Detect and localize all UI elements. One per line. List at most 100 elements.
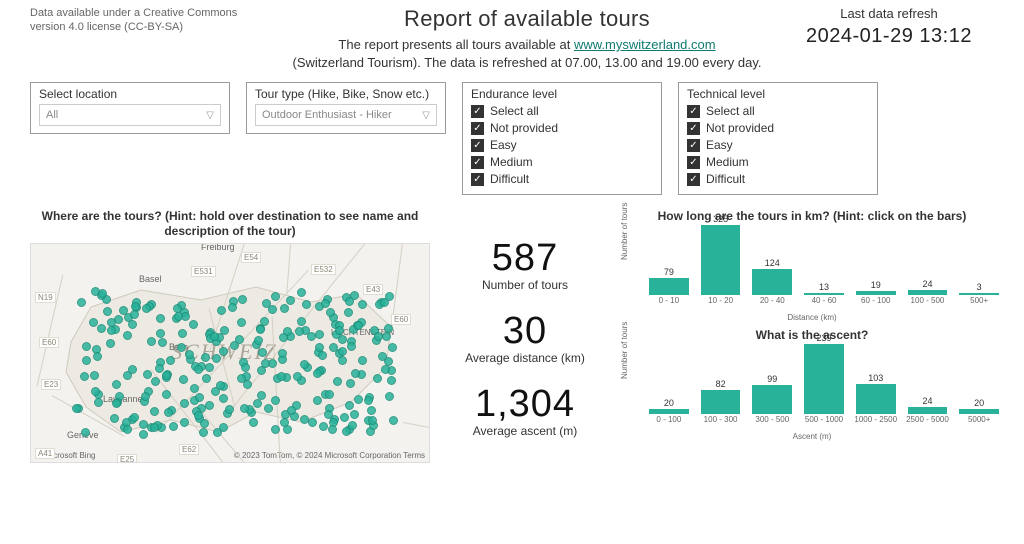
bar[interactable]: 24100 - 500 <box>903 279 953 313</box>
tour-point[interactable] <box>150 423 159 432</box>
tour-point[interactable] <box>195 393 204 402</box>
tour-point[interactable] <box>180 418 189 427</box>
tour-point[interactable] <box>166 356 175 365</box>
checkbox-option[interactable]: ✓Not provided <box>687 121 869 135</box>
tour-point[interactable] <box>123 425 132 434</box>
tour-point[interactable] <box>387 376 396 385</box>
tour-point[interactable] <box>202 374 211 383</box>
tour-point[interactable] <box>313 396 322 405</box>
tour-type-dropdown[interactable]: Outdoor Enthusiast - Hiker ▽ <box>255 104 437 126</box>
tour-point[interactable] <box>358 356 367 365</box>
tour-point[interactable] <box>123 331 132 340</box>
tour-point[interactable] <box>256 325 265 334</box>
tour-point[interactable] <box>158 338 167 347</box>
tour-point[interactable] <box>300 360 309 369</box>
tour-point[interactable] <box>128 365 137 374</box>
tour-point[interactable] <box>268 305 277 314</box>
tour-point[interactable] <box>333 377 342 386</box>
tour-point[interactable] <box>93 352 102 361</box>
tour-point[interactable] <box>329 343 338 352</box>
tour-point[interactable] <box>346 379 355 388</box>
tour-point[interactable] <box>315 330 324 339</box>
bar[interactable]: 32510 - 20 <box>696 214 746 313</box>
bar[interactable]: 82100 - 300 <box>696 379 746 432</box>
bar[interactable]: 790 - 10 <box>644 267 694 313</box>
tour-point[interactable] <box>257 391 266 400</box>
tour-point[interactable] <box>319 422 328 431</box>
checkbox-option[interactable]: ✓Select all <box>687 104 869 118</box>
tour-point[interactable] <box>205 401 214 410</box>
tour-point[interactable] <box>106 339 115 348</box>
tour-point[interactable] <box>210 332 219 341</box>
tour-point[interactable] <box>335 326 344 335</box>
tour-point[interactable] <box>219 347 228 356</box>
tour-point[interactable] <box>139 430 148 439</box>
checkbox-option[interactable]: ✓Medium <box>471 155 653 169</box>
tour-point[interactable] <box>190 384 199 393</box>
tour-point[interactable] <box>313 369 322 378</box>
tour-point[interactable] <box>201 353 210 362</box>
tour-point[interactable] <box>155 364 164 373</box>
tour-point[interactable] <box>326 308 335 317</box>
tour-point[interactable] <box>179 375 188 384</box>
bar[interactable]: 3500+ <box>954 282 1004 313</box>
tour-point[interactable] <box>328 425 337 434</box>
checkbox-option[interactable]: ✓Difficult <box>471 172 653 186</box>
tour-point[interactable] <box>225 405 234 414</box>
tour-point[interactable] <box>318 351 327 360</box>
tour-point[interactable] <box>219 394 228 403</box>
tour-point[interactable] <box>308 418 317 427</box>
tour-point[interactable] <box>382 332 391 341</box>
tour-point[interactable] <box>199 428 208 437</box>
checkbox-option[interactable]: ✓Difficult <box>687 172 869 186</box>
tour-point[interactable] <box>156 329 165 338</box>
tour-point[interactable] <box>194 411 203 420</box>
checkbox-option[interactable]: ✓Easy <box>471 138 653 152</box>
tour-point[interactable] <box>385 392 394 401</box>
tour-point[interactable] <box>235 335 244 344</box>
tour-point[interactable] <box>241 363 250 372</box>
bar[interactable]: 1031000 - 2500 <box>851 373 901 432</box>
tour-point[interactable] <box>81 428 90 437</box>
tour-point[interactable] <box>82 342 91 351</box>
tour-point[interactable] <box>80 372 89 381</box>
tour-point[interactable] <box>378 352 387 361</box>
tour-point[interactable] <box>112 399 121 408</box>
tour-point[interactable] <box>205 363 214 372</box>
tour-point[interactable] <box>240 404 249 413</box>
tour-point[interactable] <box>238 295 247 304</box>
tour-point[interactable] <box>338 335 347 344</box>
map-visual[interactable]: SCHWEIZ ▦ Microsoft Bing © 2023 TomTom, … <box>30 243 430 463</box>
tour-point[interactable] <box>177 343 186 352</box>
tour-point[interactable] <box>350 410 359 419</box>
tour-point[interactable] <box>257 366 266 375</box>
tour-point[interactable] <box>253 399 262 408</box>
tour-point[interactable] <box>345 401 354 410</box>
tour-point[interactable] <box>287 406 296 415</box>
tour-point[interactable] <box>237 318 246 327</box>
bar[interactable]: 1340 - 60 <box>799 282 849 314</box>
tour-point[interactable] <box>150 407 159 416</box>
tour-point[interactable] <box>98 289 107 298</box>
tour-point[interactable] <box>72 404 81 413</box>
bar[interactable]: 242500 - 5000 <box>903 396 953 432</box>
tour-point[interactable] <box>249 418 258 427</box>
bar[interactable]: 239500 - 1000 <box>799 333 849 432</box>
tour-point[interactable] <box>381 365 390 374</box>
tour-point[interactable] <box>324 410 333 419</box>
checkbox-option[interactable]: ✓Medium <box>687 155 869 169</box>
tour-point[interactable] <box>162 390 171 399</box>
tour-point[interactable] <box>264 404 273 413</box>
tour-point[interactable] <box>217 306 226 315</box>
tour-point[interactable] <box>151 377 160 386</box>
tour-point[interactable] <box>169 422 178 431</box>
tour-point[interactable] <box>280 418 289 427</box>
tour-point[interactable] <box>143 370 152 379</box>
tour-point[interactable] <box>271 292 280 301</box>
bar[interactable]: 12420 - 40 <box>747 258 797 314</box>
tour-point[interactable] <box>280 304 289 313</box>
tour-point[interactable] <box>297 317 306 326</box>
tour-point[interactable] <box>211 387 220 396</box>
tour-point[interactable] <box>77 298 86 307</box>
tour-point[interactable] <box>213 428 222 437</box>
